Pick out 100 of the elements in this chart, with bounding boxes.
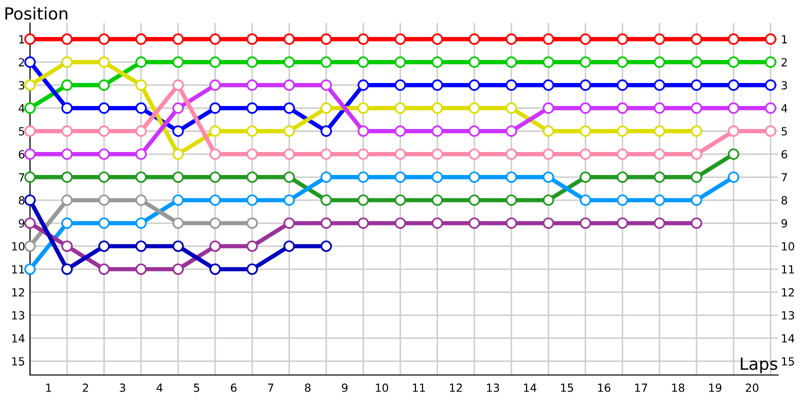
y-tick-label: 14	[12, 334, 25, 342]
point	[284, 125, 295, 137]
x-tick-label: 16	[598, 384, 610, 392]
y2-tick-label: 13	[782, 311, 794, 320]
point	[616, 148, 628, 160]
point	[358, 148, 369, 160]
point	[61, 148, 73, 160]
point	[24, 263, 36, 275]
point	[135, 102, 147, 114]
x-tick-label: 20	[746, 384, 758, 392]
y2-tick-label: 5	[782, 127, 787, 136]
point	[468, 33, 480, 45]
point	[394, 171, 406, 183]
point	[24, 56, 36, 68]
y-tick-label: 13	[12, 311, 24, 320]
point	[432, 148, 444, 160]
point	[98, 33, 110, 45]
point	[506, 102, 518, 114]
x-axis-title: Laps	[740, 358, 778, 374]
y2-tick-label: 15	[782, 357, 794, 366]
point	[728, 125, 740, 137]
y2-tick-label: 6	[782, 150, 788, 159]
point	[542, 102, 554, 114]
x-tick-label: 11	[412, 384, 425, 392]
point	[246, 263, 258, 275]
x-tick-label: 12	[450, 384, 462, 392]
point	[284, 102, 295, 114]
point	[98, 56, 110, 68]
point	[172, 56, 184, 68]
y-tick-label: 5	[18, 127, 24, 136]
point	[358, 125, 369, 137]
point	[728, 148, 740, 160]
point	[172, 171, 184, 183]
point	[135, 171, 147, 183]
y-tick-label: 11	[12, 265, 24, 274]
point	[246, 217, 258, 229]
point	[542, 79, 554, 91]
point	[98, 79, 110, 91]
point	[764, 102, 776, 114]
point	[61, 79, 73, 91]
point	[728, 102, 740, 114]
point	[246, 194, 258, 206]
point	[135, 33, 147, 45]
point	[728, 79, 740, 91]
point	[61, 56, 73, 68]
point	[506, 56, 518, 68]
point	[690, 217, 702, 229]
point	[61, 240, 73, 252]
point	[135, 125, 147, 137]
point	[61, 171, 73, 183]
y-axis-title: Position	[5, 6, 68, 20]
point	[764, 125, 776, 137]
point	[764, 79, 776, 91]
y-tick-label: 12	[12, 288, 24, 296]
point	[172, 125, 184, 137]
y2-tick-label: 9	[781, 219, 788, 228]
point	[135, 240, 147, 252]
point	[580, 217, 592, 229]
point	[764, 56, 776, 68]
point	[654, 102, 666, 114]
x-tick-label: 3	[120, 384, 126, 392]
point	[98, 217, 110, 229]
point	[580, 79, 592, 91]
point	[284, 240, 295, 252]
y-tick-label: 1	[19, 35, 24, 44]
y-tick-label: 15	[12, 357, 24, 366]
y2-tick-label: 11	[782, 265, 794, 274]
point	[98, 194, 110, 206]
point	[580, 56, 592, 68]
point	[135, 217, 147, 229]
point	[616, 79, 628, 91]
y2-tick-label: 12	[782, 288, 794, 296]
point	[432, 56, 444, 68]
point	[580, 102, 592, 114]
point	[24, 33, 36, 45]
y2-tick-label: 2	[782, 58, 787, 66]
y-tick-label: 10	[12, 242, 24, 251]
point	[61, 102, 73, 114]
point	[135, 263, 147, 275]
point	[135, 56, 147, 68]
point	[616, 217, 628, 229]
point	[284, 171, 295, 183]
point	[506, 79, 518, 91]
point	[690, 56, 702, 68]
point	[506, 148, 518, 160]
x-tick-label: 7	[268, 384, 274, 392]
point	[172, 240, 184, 252]
x-tick-label: 4	[156, 384, 163, 392]
x-tick-label: 8	[304, 384, 310, 392]
point	[172, 217, 184, 229]
point	[284, 194, 295, 206]
point	[61, 217, 73, 229]
point	[284, 79, 295, 91]
point	[246, 171, 258, 183]
y2-tick-label: 1	[782, 35, 787, 44]
x-tick-label: 15	[561, 384, 574, 392]
y2-tick-label: 7	[782, 173, 787, 182]
point	[432, 217, 444, 229]
point	[358, 171, 369, 183]
point	[728, 56, 740, 68]
